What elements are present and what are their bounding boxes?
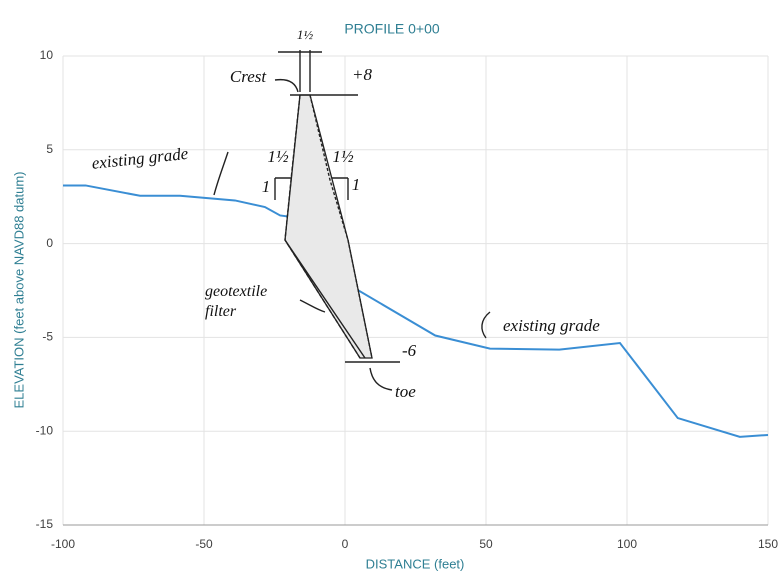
annotation: +8 — [352, 65, 372, 84]
y-tick-label: -5 — [42, 330, 53, 344]
annotation: 1½ — [332, 147, 354, 166]
annotation: existing grade — [503, 316, 600, 335]
y-tick-label: -10 — [36, 423, 54, 437]
x-tick-label: -50 — [195, 537, 213, 551]
y-tick-label: -15 — [36, 517, 54, 531]
y-axis-label: ELEVATION (feet above NAVD88 datum) — [11, 172, 26, 409]
annotation: 1 — [352, 175, 361, 194]
chart-title: PROFILE 0+00 — [344, 21, 440, 37]
x-tick-label: 0 — [342, 537, 349, 551]
arrow — [275, 80, 298, 92]
annotation: Crest — [230, 67, 267, 86]
y-tick-label: 10 — [40, 48, 54, 62]
grid — [63, 56, 768, 525]
x-tick-label: 100 — [617, 537, 637, 551]
chart: PROFILE 0+00 DISTANCE (feet) ELEVATION (… — [0, 0, 781, 577]
arrow — [300, 300, 325, 312]
annotation: 1½ — [267, 147, 289, 166]
annotation: geotextile filter — [205, 282, 275, 322]
annotation-box: geotextile filter — [205, 282, 295, 332]
annotation: toe — [395, 382, 416, 401]
arrow — [370, 368, 392, 390]
annotations: Crest +8 1½ 1½ 1½ 1 1 existing grade exi… — [91, 27, 600, 401]
y-tick-label: 0 — [46, 236, 53, 250]
y-tick-label: 5 — [46, 142, 53, 156]
annotation: -6 — [402, 341, 417, 360]
x-tick-label: 50 — [479, 537, 493, 551]
x-tick-label: 150 — [758, 537, 778, 551]
x-axis-label: DISTANCE (feet) — [366, 556, 465, 571]
x-tick-label: -100 — [51, 537, 75, 551]
arrow — [214, 152, 228, 195]
annotation: existing grade — [91, 144, 190, 173]
revetment-sketch — [285, 95, 372, 358]
annotation: 1 — [262, 177, 271, 196]
annotation: 1½ — [297, 27, 314, 42]
